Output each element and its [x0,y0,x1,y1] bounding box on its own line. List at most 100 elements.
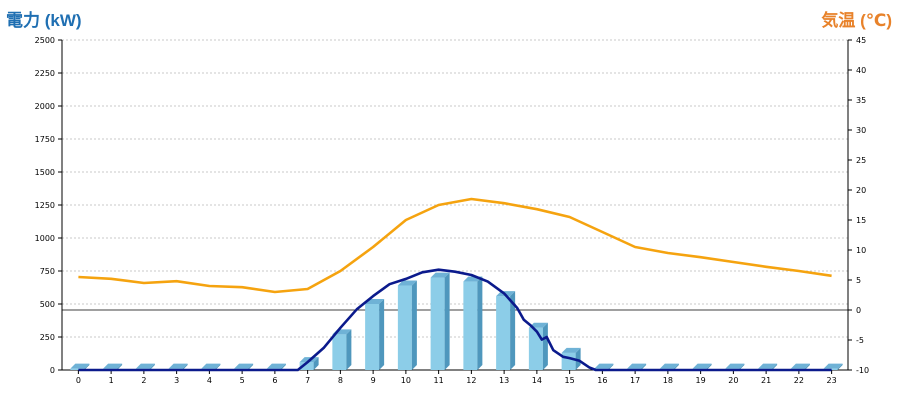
x-axis-tick-label: 20 [728,376,738,385]
power-bar-top [659,363,679,369]
x-axis-tick-label: 19 [696,376,706,385]
power-bar-side [346,329,352,370]
power-bar-side [379,299,385,370]
x-axis-tick-label: 5 [240,376,245,385]
x-axis-tick-label: 7 [305,376,310,385]
x-axis-tick-label: 9 [371,376,376,385]
power-bar [496,296,511,370]
power-bar-side [641,363,647,370]
power-bar-side [117,363,123,370]
power-bar [561,352,576,370]
power-bar-top [70,363,90,369]
x-axis-tick-label: 13 [499,376,509,385]
right-axis-tick-label: 25 [856,156,866,165]
x-axis-tick-label: 3 [174,376,179,385]
x-axis-tick-label: 23 [827,376,837,385]
x-axis-tick-label: 4 [207,376,212,385]
right-axis-tick-label: 45 [856,36,866,45]
power-bar-top [758,363,778,369]
x-axis-tick-label: 12 [466,376,476,385]
power-bar-top [725,363,745,369]
power-bar-top [823,363,843,369]
power-bar-side [837,363,843,370]
x-axis-tick-label: 10 [401,376,411,385]
power-bar-top [430,272,450,278]
power-bar-side [149,363,155,370]
right-axis-tick-label: -5 [856,336,864,345]
left-axis-tick-label: 1250 [35,201,55,210]
power-bar-side [411,280,417,370]
left-axis-title: 電力 (kW) [6,11,82,30]
left-axis-tick-label: 0 [50,366,55,375]
x-axis-tick-label: 2 [141,376,146,385]
power-bar-side [477,276,483,370]
left-axis-tick-label: 2250 [35,69,55,78]
power-bar-side [739,363,745,370]
power-bar-side [84,363,90,370]
power-bar [332,334,347,370]
power-bar-top [528,322,548,328]
power-bar-side [575,347,581,370]
power-bar-side [313,357,319,370]
power-bar [430,277,445,370]
left-axis-tick-label: 500 [40,300,55,309]
right-axis-tick-label: 10 [856,246,866,255]
x-axis-tick-label: 16 [597,376,607,385]
power-bar-side [804,363,810,370]
left-axis-tick-label: 250 [40,333,55,342]
right-axis-tick-label: -10 [856,366,869,375]
right-axis-tick-label: 0 [856,306,861,315]
power-bar-side [706,363,712,370]
power-bar [463,281,478,370]
power-bar-side [248,363,254,370]
power-bar-side [542,322,548,370]
x-axis-tick-label: 8 [338,376,343,385]
power-bar-side [510,291,516,370]
x-axis-tick-label: 21 [761,376,771,385]
left-axis-tick-label: 1000 [35,234,55,243]
power-bar-side [608,363,614,370]
temperature-line [78,197,832,294]
power-bar [528,327,543,370]
right-axis-tick-label: 15 [856,216,866,225]
power-bar-top [103,363,123,369]
power-bar [365,304,380,370]
right-axis-title: 気温 (℃) [821,11,892,30]
power-bar-side [444,272,450,370]
x-axis-tick-label: 1 [109,376,114,385]
power-bar-top [397,280,417,286]
power-bar-top [168,363,188,369]
power-bar-top [692,363,712,369]
power-bar-side [673,363,679,370]
right-axis-tick-label: 5 [856,276,861,285]
x-axis-tick-label: 15 [565,376,575,385]
power-bar-side [280,363,286,370]
power-bar-top [561,347,581,353]
left-axis-tick-label: 2500 [35,36,55,45]
x-axis-tick-label: 22 [794,376,804,385]
x-axis-tick-label: 6 [272,376,277,385]
power-bar [299,362,314,370]
x-axis-tick-label: 18 [663,376,673,385]
right-axis-tick-label: 40 [856,66,866,75]
right-axis-tick-label: 35 [856,96,866,105]
left-axis-tick-label: 1750 [35,135,55,144]
power-bar-side [215,363,221,370]
power-bar [397,285,412,370]
x-axis-tick-label: 0 [76,376,81,385]
right-axis-tick-label: 20 [856,186,866,195]
power-bar-top [266,363,286,369]
power-bar-side [182,363,188,370]
x-axis-tick-label: 17 [630,376,640,385]
power-bar-top [135,363,155,369]
power-bar-top [201,363,221,369]
power-bar-top [627,363,647,369]
x-axis-tick-label: 11 [434,376,444,385]
power-bar-top [234,363,254,369]
left-axis-tick-label: 750 [40,267,55,276]
power-bar [70,368,85,370]
x-axis-tick-label: 14 [532,376,542,385]
power-bar-top [594,363,614,369]
left-axis-tick-label: 1500 [35,168,55,177]
